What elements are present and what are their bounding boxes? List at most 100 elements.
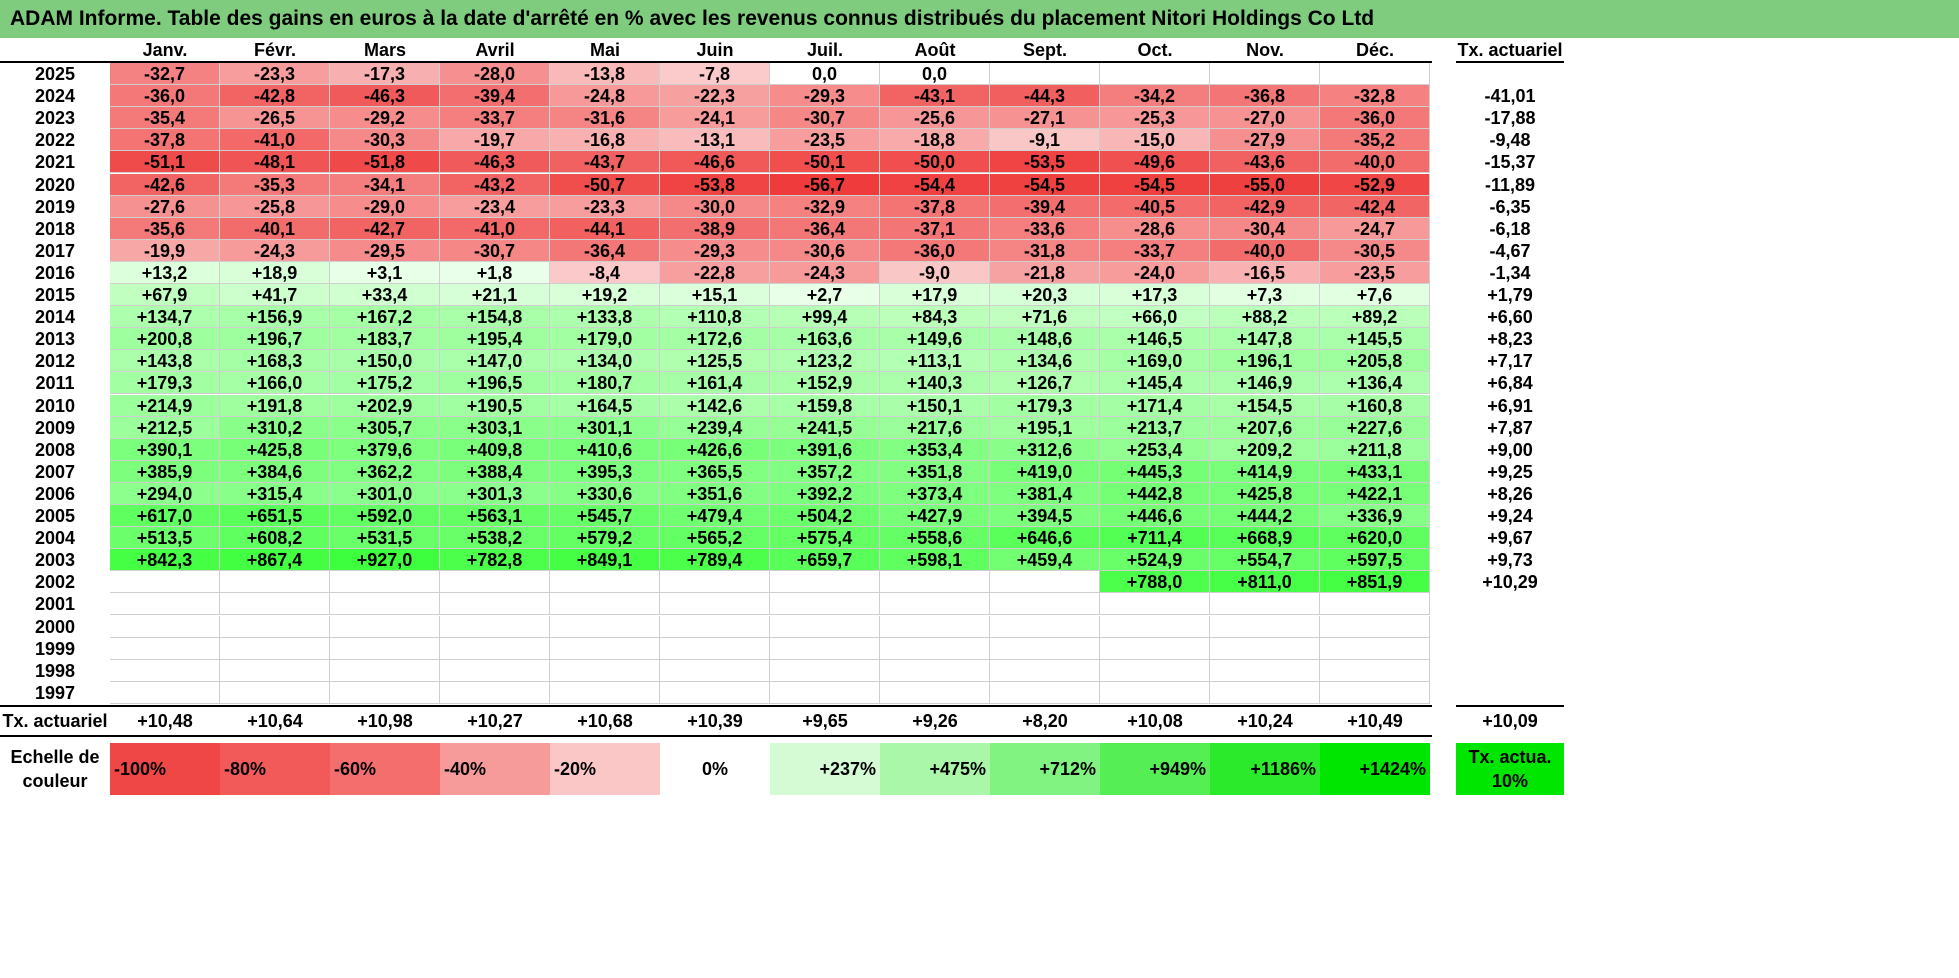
footer-value: +9,26: [912, 710, 958, 731]
value-cell: -27,9: [1210, 129, 1320, 152]
value-cell: +524,9: [1100, 549, 1210, 572]
year-label: 2020: [34, 174, 76, 195]
month-header: Août: [914, 40, 956, 60]
value-cell: -36,4: [550, 239, 660, 262]
value-cell: +134,6: [990, 350, 1100, 373]
value-cell: +17,9: [880, 284, 990, 307]
value-cell: -42,8: [220, 85, 330, 108]
value-cell: -27,1: [990, 107, 1100, 130]
value-cell: -23,5: [770, 129, 880, 152]
value-cell: +84,3: [880, 306, 990, 329]
value-cell: [1320, 681, 1430, 704]
value-cell: -19,7: [440, 129, 550, 152]
value-cell: -25,3: [1100, 107, 1210, 130]
value-cell: +195,1: [990, 416, 1100, 439]
value-cell: [330, 637, 440, 660]
value-cell: +145,4: [1100, 372, 1210, 395]
footer-value: +10,27: [467, 710, 523, 731]
value-cell: [550, 681, 660, 704]
value-cell: -56,7: [770, 173, 880, 196]
value-cell: +209,2: [1210, 438, 1320, 461]
value-cell: [1320, 659, 1430, 682]
value-cell: +479,4: [660, 505, 770, 528]
value-cell: [880, 615, 990, 638]
value-cell: +154,5: [1210, 394, 1320, 417]
value-cell: [1320, 593, 1430, 616]
value-cell: +156,9: [220, 306, 330, 329]
value-cell: -50,0: [880, 151, 990, 174]
rate-cell: +8,23: [1487, 329, 1533, 350]
value-cell: +147,8: [1210, 328, 1320, 351]
value-cell: [660, 659, 770, 682]
footer-value: +10,49: [1347, 710, 1403, 731]
color-scale-label: Echelle de couleur: [10, 746, 100, 791]
rate-cell: +9,25: [1487, 461, 1533, 482]
value-cell: [110, 571, 220, 594]
value-cell: +425,8: [220, 438, 330, 461]
value-cell: -42,6: [110, 173, 220, 196]
year-label: 2017: [34, 240, 76, 261]
value-cell: +617,0: [110, 505, 220, 528]
color-scale-step: -60%: [330, 742, 440, 795]
value-cell: +563,1: [440, 505, 550, 528]
value-cell: +41,7: [220, 284, 330, 307]
value-cell: +373,4: [880, 482, 990, 505]
value-cell: [660, 615, 770, 638]
value-cell: +180,7: [550, 372, 660, 395]
value-cell: +183,7: [330, 328, 440, 351]
value-cell: -54,5: [1100, 173, 1210, 196]
year-label: 2006: [34, 483, 76, 504]
value-cell: [880, 659, 990, 682]
value-cell: -52,9: [1320, 173, 1430, 196]
value-cell: -43,1: [880, 85, 990, 108]
value-cell: +164,5: [550, 394, 660, 417]
color-scale-step: 0%: [660, 742, 770, 795]
value-cell: [440, 593, 550, 616]
value-cell: +67,9: [110, 284, 220, 307]
value-cell: [1210, 615, 1320, 638]
value-cell: -29,0: [330, 195, 440, 218]
value-cell: +214,9: [110, 394, 220, 417]
year-label: 2004: [34, 528, 76, 549]
value-cell: [220, 681, 330, 704]
value-cell: +66,0: [1100, 306, 1210, 329]
value-cell: [550, 571, 660, 594]
value-cell: +134,7: [110, 306, 220, 329]
value-cell: +433,1: [1320, 460, 1430, 483]
value-cell: +142,6: [660, 394, 770, 417]
footer-value: +10,48: [137, 710, 193, 731]
year-label: 2008: [34, 439, 76, 460]
report-title: ADAM Informe. Table des gains en euros à…: [0, 0, 1959, 38]
value-cell: +444,2: [1210, 505, 1320, 528]
rate-cell: +10,29: [1482, 572, 1538, 593]
value-cell: +301,0: [330, 482, 440, 505]
rate-cell: [1456, 660, 1564, 682]
value-cell: [110, 681, 220, 704]
value-cell: +213,7: [1100, 416, 1210, 439]
value-cell: +1,8: [440, 261, 550, 284]
value-cell: +425,8: [1210, 482, 1320, 505]
value-cell: -50,1: [770, 151, 880, 174]
month-header: Janv.: [142, 40, 188, 60]
value-cell: +160,8: [1320, 394, 1430, 417]
value-cell: -22,3: [660, 85, 770, 108]
value-cell: -30,0: [660, 195, 770, 218]
value-cell: +789,4: [660, 549, 770, 572]
color-scale-step: -40%: [440, 742, 550, 795]
value-cell: -34,2: [1100, 85, 1210, 108]
rate-cell: -1,34: [1489, 262, 1531, 283]
value-cell: -40,0: [1210, 239, 1320, 262]
footer-divider: [0, 704, 1432, 707]
value-cell: -43,6: [1210, 151, 1320, 174]
value-cell: +305,7: [330, 416, 440, 439]
color-scale-step: +237%: [770, 742, 880, 795]
value-cell: -16,8: [550, 129, 660, 152]
value-cell: -30,4: [1210, 217, 1320, 240]
value-cell: -42,4: [1320, 195, 1430, 218]
value-cell: -23,4: [440, 195, 550, 218]
value-cell: +125,5: [660, 350, 770, 373]
value-cell: +205,8: [1320, 350, 1430, 373]
value-cell: -35,6: [110, 217, 220, 240]
year-label: 1998: [34, 660, 76, 681]
value-cell: +148,6: [990, 328, 1100, 351]
